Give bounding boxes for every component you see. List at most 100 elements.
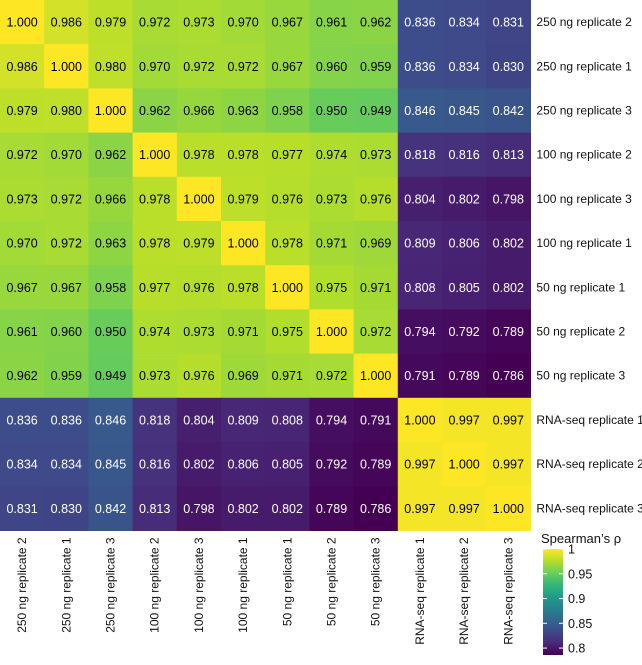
cell-value-label: 0.830 [493, 60, 524, 74]
heatmap-cell [176, 132, 222, 178]
cell-value-label: 0.986 [6, 60, 37, 74]
heatmap-cell [353, 309, 399, 355]
cell-value-label: 0.802 [493, 237, 524, 251]
cell-value-label: 0.842 [493, 104, 524, 118]
heatmap-cell [442, 221, 487, 266]
cell-value-label: 0.970 [227, 16, 258, 30]
cell-value-label: 0.958 [272, 104, 303, 118]
heatmap-cell [353, 486, 399, 531]
heatmap-cell [221, 486, 266, 531]
heatmap-cell [442, 132, 487, 178]
heatmap-cell [397, 0, 443, 45]
cell-value-label: 1.000 [404, 413, 435, 427]
cell-value-label: 0.808 [404, 281, 435, 295]
row-label: 50 ng replicate 3 [536, 369, 625, 383]
row-label: 250 ng replicate 3 [536, 104, 632, 118]
heatmap-cell [265, 397, 310, 443]
cell-value-label: 0.978 [139, 192, 170, 206]
cell-value-label: 0.972 [6, 148, 37, 162]
heatmap-cell [132, 265, 178, 310]
heatmap-cell [176, 88, 222, 134]
heatmap-cell [486, 309, 531, 355]
cell-value-label: 0.969 [360, 237, 391, 251]
cell-value-label: 0.972 [51, 192, 82, 206]
heatmap-cell [132, 486, 178, 531]
heatmap-cell [442, 397, 487, 443]
cell-value-label: 0.971 [272, 369, 303, 383]
cell-value-label: 0.972 [316, 369, 347, 383]
heatmap-cell [44, 44, 89, 89]
cell-value-label: 0.972 [139, 16, 170, 30]
legend-title: Spearman’s ρ [541, 531, 621, 546]
cell-value-label: 0.802 [227, 502, 258, 516]
heatmap-cell [353, 0, 399, 45]
cell-value-label: 0.961 [316, 16, 347, 30]
cell-value-label: 0.976 [183, 281, 214, 295]
heatmap-cell [0, 0, 45, 45]
heatmap-cell [353, 265, 399, 310]
row-label: 250 ng replicate 1 [536, 59, 632, 73]
cell-value-label: 0.786 [360, 502, 391, 516]
cell-value-label: 0.816 [448, 148, 479, 162]
cell-value-label: 0.804 [404, 192, 435, 206]
heatmap-cell [442, 309, 487, 355]
heatmap-cell [44, 486, 89, 531]
cell-value-label: 0.845 [95, 458, 126, 472]
heatmap-cell [88, 442, 134, 487]
cell-value-label: 0.834 [448, 16, 479, 30]
cell-value-label: 0.974 [139, 325, 170, 339]
heatmap-cell [309, 132, 355, 178]
heatmap-cell [132, 442, 178, 487]
heatmap-cell [176, 486, 222, 531]
heatmap-cell [265, 0, 310, 45]
heatmap-cell [486, 221, 531, 266]
heatmap-cell [397, 486, 443, 531]
cell-value-label: 0.789 [360, 458, 391, 472]
heatmap-cell [176, 442, 222, 487]
heatmap-cell [221, 88, 266, 134]
cell-value-label: 0.836 [6, 413, 37, 427]
cell-value-label: 0.997 [493, 413, 524, 427]
cell-value-label: 0.958 [95, 281, 126, 295]
cell-value-label: 0.970 [51, 148, 82, 162]
heatmap-cell [221, 221, 266, 266]
heatmap-cell [353, 353, 399, 399]
heatmap-cell [442, 442, 487, 487]
heatmap-cell [221, 442, 266, 487]
heatmap-cell [44, 0, 89, 45]
cell-value-label: 0.967 [272, 60, 303, 74]
cell-value-label: 0.978 [272, 237, 303, 251]
cell-value-label: 0.842 [95, 502, 126, 516]
color-legend: Spearman’s ρ 1 0.95 0.9 0.85 0.8 [541, 531, 621, 656]
column-label: 100 ng replicate 3 [192, 537, 206, 633]
heatmap-cell [0, 132, 45, 178]
cell-value-label: 0.978 [183, 148, 214, 162]
heatmap-cell [0, 176, 45, 222]
cell-value-label: 1.000 [448, 458, 479, 472]
cell-value-label: 0.786 [493, 369, 524, 383]
cell-value-label: 0.971 [316, 237, 347, 251]
cell-value-label: 0.802 [272, 502, 303, 516]
heatmap-cell [486, 132, 531, 178]
heatmap-cells: 1.000 0.986 0.979 0.972 0.973 0.970 0.967 0.961… [0, 0, 531, 531]
cell-value-label: 1.000 [51, 60, 82, 74]
heatmap-cell [265, 132, 310, 178]
cell-value-label: 0.997 [404, 502, 435, 516]
cell-value-label: 0.949 [360, 104, 391, 118]
cell-value-label: 0.791 [404, 369, 435, 383]
heatmap-cell [353, 88, 399, 134]
heatmap-cell [442, 44, 487, 89]
heatmap-cell [397, 221, 443, 266]
heatmap-cell [221, 397, 266, 443]
heatmap-cell [221, 309, 266, 355]
heatmap-cell [397, 44, 443, 89]
heatmap-cell [44, 221, 89, 266]
column-labels: 250 ng replicate 2 250 ng replicate 1 250 … [15, 537, 515, 645]
cell-value-label: 0.836 [404, 60, 435, 74]
cell-value-label: 0.980 [51, 104, 82, 118]
cell-value-label: 0.980 [95, 60, 126, 74]
cell-value-label: 1.000 [272, 281, 303, 295]
heatmap-cell [221, 44, 266, 89]
heatmap-cell [486, 0, 531, 45]
heatmap-cell [132, 44, 178, 89]
